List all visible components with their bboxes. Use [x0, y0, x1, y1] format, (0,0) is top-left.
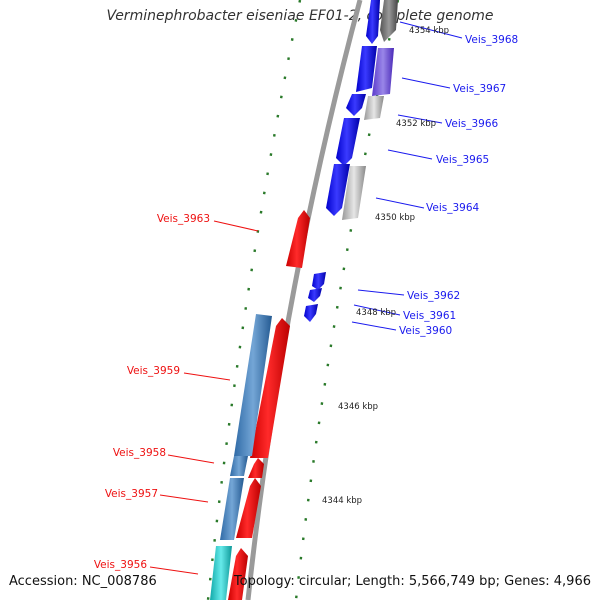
gene-veis-3967-companion-shape[interactable] — [372, 48, 394, 96]
minus-strand-genes — [210, 210, 310, 600]
accession-label: Accession: NC_008786 — [9, 574, 157, 589]
gene-label-veis-3960[interactable]: Veis_3960 — [399, 325, 452, 337]
gene-veis-3956-rna-shape[interactable] — [210, 546, 232, 600]
gene-label-veis-3958[interactable]: Veis_3958 — [113, 447, 166, 459]
plus-strand-genes — [304, 0, 398, 322]
gene-veis-3960-shape[interactable] — [304, 304, 318, 322]
gene-veis-3961-shape[interactable] — [308, 288, 322, 302]
tick-label-4352: 4352 kbp — [396, 119, 436, 129]
minus-gene-labels: Veis_3963 Veis_3959 Veis_3958 Veis_3957 … — [94, 213, 210, 571]
gene-label-veis-3966[interactable]: Veis_3966 — [445, 118, 499, 130]
gene-veis-3968-companion-shape[interactable] — [380, 0, 398, 42]
gene-veis-3958-shape[interactable] — [248, 458, 264, 478]
tick-label-4344: 4344 kbp — [322, 496, 362, 506]
tick-label-4350: 4350 kbp — [375, 213, 415, 223]
gene-veis-3964-shape[interactable] — [326, 164, 350, 216]
gene-veis-3968-shape[interactable] — [366, 0, 380, 44]
gene-label-veis-3965[interactable]: Veis_3965 — [436, 154, 489, 166]
gene-veis-3959-rna-shape[interactable] — [234, 314, 272, 456]
genome-summary-label: Topology: circular; Length: 5,566,749 bp… — [233, 574, 591, 589]
gene-veis-3964-companion-shape[interactable] — [342, 166, 366, 220]
gene-veis-3965-shape[interactable] — [336, 118, 360, 166]
gene-label-veis-3961[interactable]: Veis_3961 — [403, 310, 456, 322]
tick-label-4348: 4348 kbp — [356, 308, 396, 318]
plus-gene-labels: Veis_3968 Veis_3967 Veis_3966 Veis_3965 … — [399, 34, 518, 337]
gene-label-veis-3963[interactable]: Veis_3963 — [157, 213, 210, 225]
gene-label-veis-3962[interactable]: Veis_3962 — [407, 290, 460, 302]
gene-veis-3957-shape[interactable] — [236, 478, 261, 538]
gene-veis-3957-rna-shape[interactable] — [220, 478, 244, 540]
gene-veis-3958-rna-shape[interactable] — [230, 456, 248, 476]
gene-veis-3962-shape[interactable] — [312, 272, 326, 290]
gene-veis-3956-shape[interactable] — [228, 548, 248, 600]
gene-label-veis-3956[interactable]: Veis_3956 — [94, 559, 148, 571]
tick-label-4346: 4346 kbp — [338, 402, 378, 412]
gene-veis-3963-shape[interactable] — [286, 210, 310, 268]
gene-veis-3967-shape[interactable] — [356, 46, 377, 92]
gene-veis-3966-companion-shape[interactable] — [364, 96, 384, 120]
genome-backbone — [245, 0, 363, 600]
gene-veis-3966-shape[interactable] — [346, 94, 366, 116]
gene-label-veis-3968[interactable]: Veis_3968 — [465, 34, 518, 46]
tick-label-4354: 4354 kbp — [409, 26, 449, 36]
gene-label-veis-3964[interactable]: Veis_3964 — [426, 202, 480, 214]
coordinate-ticks: 4354 kbp 4352 kbp 4350 kbp 4348 kbp 4346… — [322, 26, 449, 506]
gene-label-veis-3957[interactable]: Veis_3957 — [105, 488, 158, 500]
label-connectors — [149, 21, 463, 575]
gene-label-veis-3967[interactable]: Veis_3967 — [453, 83, 506, 95]
gene-veis-3959-shape[interactable] — [250, 318, 290, 458]
gene-label-veis-3959[interactable]: Veis_3959 — [127, 365, 180, 377]
